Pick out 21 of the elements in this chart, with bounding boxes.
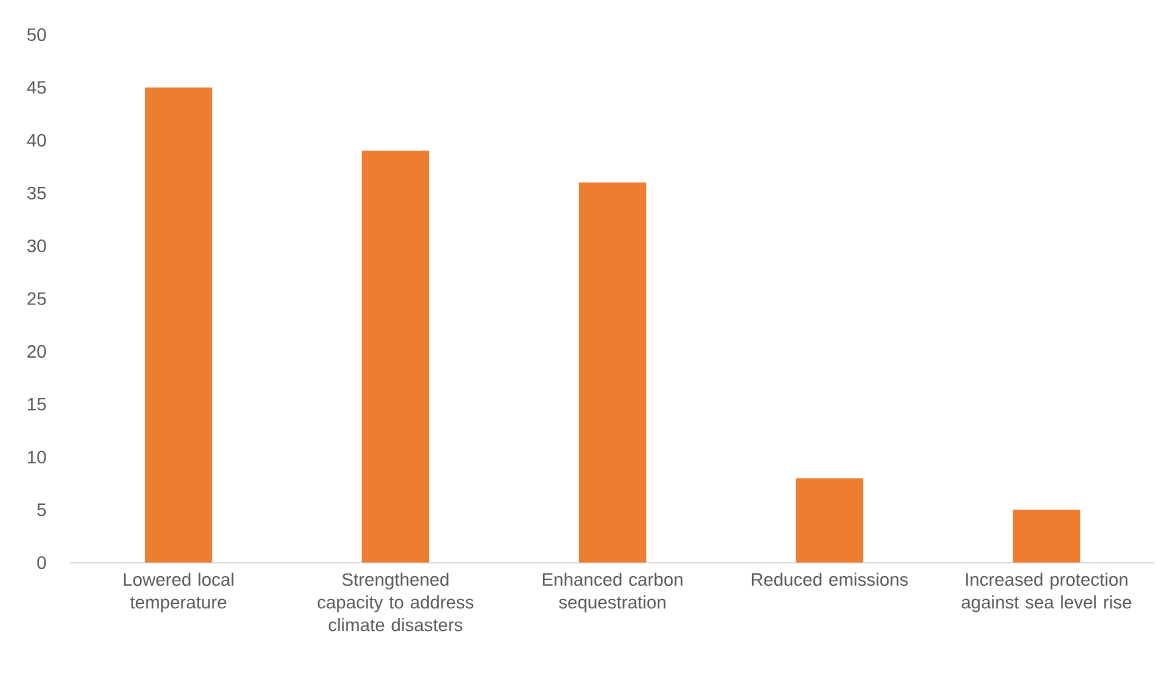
x-tick-label: Lowered local temperature: [123, 572, 234, 613]
x-tick-label: Reduced emissions: [751, 572, 908, 586]
y-tick-label: 0: [37, 556, 46, 570]
bar: [144, 87, 213, 563]
y-tick-label: 30: [27, 239, 46, 253]
y-tick-label: 45: [27, 81, 46, 94]
y-tick-label: 15: [27, 397, 46, 411]
bar: [1012, 509, 1081, 563]
bar: [361, 150, 430, 563]
y-tick-label: 25: [27, 292, 46, 306]
bar: [795, 478, 864, 563]
y-tick-label: 35: [27, 186, 46, 200]
bar: [578, 182, 647, 563]
x-tick-label: Strengthened capacity to address climate disasters: [317, 572, 474, 632]
x-tick-label: Enhanced carbon sequestration: [542, 572, 683, 613]
y-tick-label: 10: [27, 450, 46, 464]
y-tick-label: 20: [27, 345, 46, 358]
y-tick-label: 50: [27, 28, 46, 42]
y-tick-label: 5: [37, 503, 46, 517]
x-tick-label: Increased protection against sea level rise: [961, 572, 1132, 613]
y-tick-label: 40: [27, 133, 46, 147]
